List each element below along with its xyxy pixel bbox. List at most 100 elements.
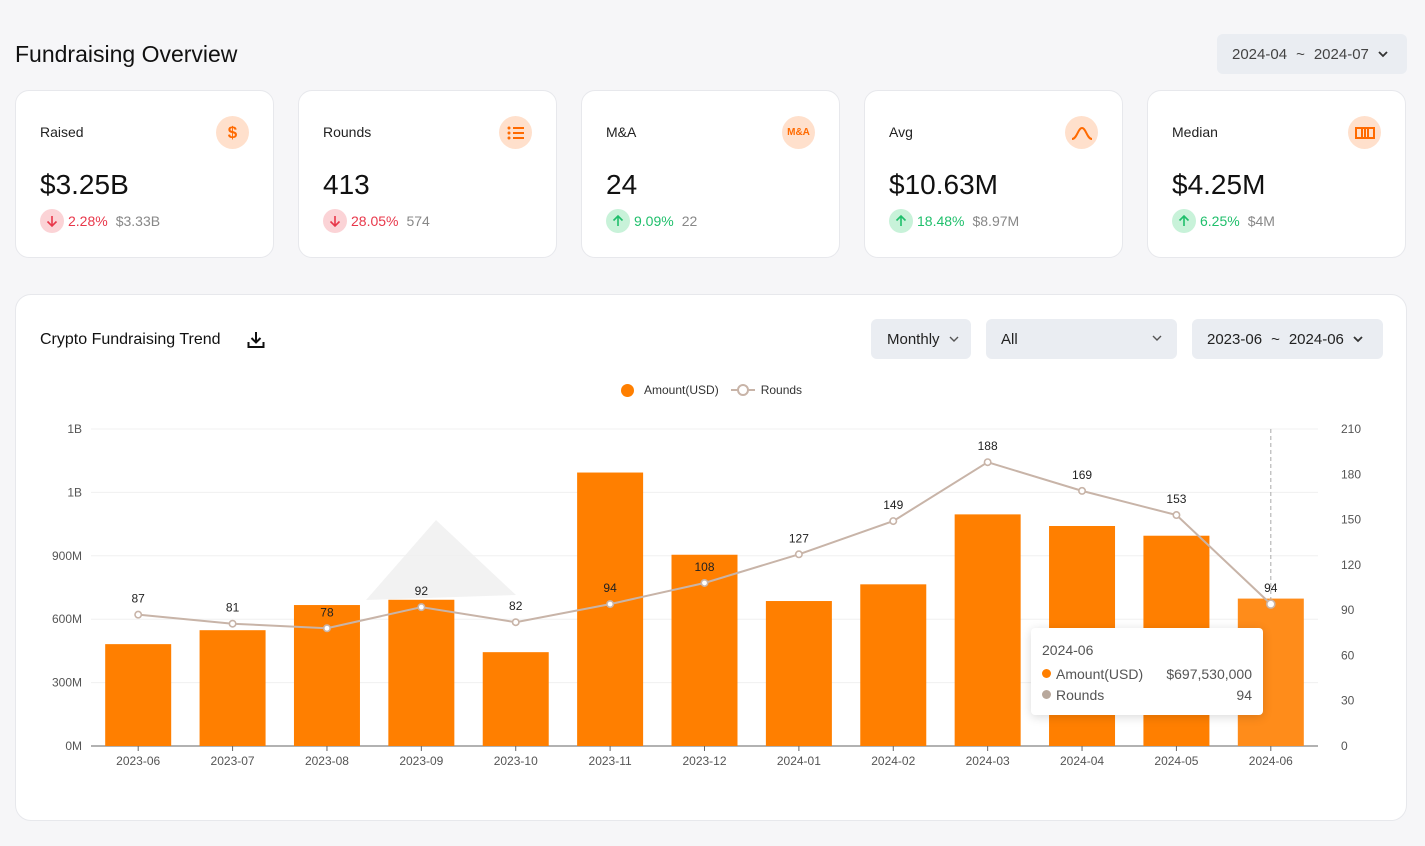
stat-value: 24 xyxy=(606,169,638,200)
data-label-rounds: 87 xyxy=(132,592,146,606)
stat-change: 28.05% 574 xyxy=(323,209,430,233)
data-label-rounds: 127 xyxy=(789,531,809,545)
chart-tooltip: 2024-06 Amount(USD) $697,530,000 Rounds … xyxy=(1031,628,1263,715)
x-tick-label: 2024-02 xyxy=(871,754,915,768)
y-left-tick-label: 0M xyxy=(65,739,82,753)
tooltip-title: 2024-06 xyxy=(1042,642,1094,658)
chevron-down-icon xyxy=(948,333,960,345)
point-rounds xyxy=(983,458,992,467)
data-label-rounds: 82 xyxy=(509,599,523,613)
x-tick-label: 2023-06 xyxy=(116,754,160,768)
bar-amount xyxy=(860,584,927,746)
y-left-tick-label: 1B xyxy=(67,422,82,436)
point-rounds xyxy=(1172,511,1181,520)
tooltip-label: Rounds xyxy=(1056,686,1105,703)
stat-change: 9.09% 22 xyxy=(606,209,697,233)
chevron-down-icon xyxy=(1352,333,1364,345)
stat-label: Avg xyxy=(889,124,913,140)
data-label-rounds: 188 xyxy=(978,439,998,453)
stat-value: $10.63M xyxy=(889,169,998,200)
date-end: 2024-07 xyxy=(1313,45,1369,63)
data-label-rounds: 108 xyxy=(694,560,714,574)
legend-item-amount[interactable]: Amount(USD) xyxy=(621,383,719,397)
stat-label: Median xyxy=(1172,124,1218,140)
stat-label: Raised xyxy=(40,124,84,140)
download-icon[interactable] xyxy=(246,330,266,350)
arrow-up-icon xyxy=(1172,209,1196,233)
stat-previous: $3.33B xyxy=(115,213,161,229)
x-tick-label: 2023-12 xyxy=(682,754,726,768)
data-label-rounds: 81 xyxy=(226,601,240,615)
legend-label-rounds: Rounds xyxy=(760,383,803,397)
trend-chart-card: 0M 300M 600M 900M 1B 1B 0 30 60 90 120 150 180 210 202… xyxy=(15,294,1407,821)
y-left-tick-label: 300M xyxy=(52,676,82,690)
stat-value: 413 xyxy=(323,169,370,200)
legend-label-amount: Amount(USD) xyxy=(644,383,719,397)
x-tick-label: 2024-04 xyxy=(1060,754,1104,768)
tooltip-row-amount: Amount(USD) $697,530,000 xyxy=(1042,663,1252,684)
tooltip-value: $697,530,000 xyxy=(1166,665,1252,682)
overview-date-range[interactable]: 2024-04 ~ 2024-07 xyxy=(1217,34,1407,74)
arrow-down-icon xyxy=(323,209,347,233)
point-rounds xyxy=(889,517,898,526)
stat-card-avg: Avg $10.63M 18.48% $8.97M xyxy=(864,90,1123,258)
x-tick-label: 2024-06 xyxy=(1249,754,1293,768)
legend-marker-amount xyxy=(621,383,634,397)
y-right-tick-label: 120 xyxy=(1341,558,1361,572)
legend-marker-rounds xyxy=(730,384,755,396)
point-rounds xyxy=(511,618,520,627)
x-tick-label: 2023-09 xyxy=(399,754,443,768)
x-tick-label: 2023-10 xyxy=(494,754,538,768)
stat-change-percent: 9.09% xyxy=(634,213,674,229)
stat-label: Rounds xyxy=(323,124,372,140)
stat-change: 6.25% $4M xyxy=(1172,209,1275,233)
point-rounds xyxy=(322,624,331,633)
y-left-tick-label: 900M xyxy=(52,549,82,563)
stat-previous: $8.97M xyxy=(972,213,1020,229)
y-left-tick-label: 1B xyxy=(67,485,82,499)
chevron-down-icon xyxy=(1151,331,1163,348)
stat-change-percent: 6.25% xyxy=(1200,213,1240,229)
stat-card-median: Median $4.25M 6.25% $4M xyxy=(1147,90,1406,258)
date-start: 2024-04 xyxy=(1232,45,1288,63)
data-label-rounds: 169 xyxy=(1072,468,1092,482)
stat-card-raised: Raised $ $3.25B 2.28% $3.33B xyxy=(15,90,274,258)
arrow-up-icon xyxy=(606,209,630,233)
point-rounds xyxy=(606,600,615,609)
data-label-rounds: 78 xyxy=(320,605,334,619)
y-right-tick-label: 30 xyxy=(1341,694,1355,708)
date-start: 2023-06 xyxy=(1207,330,1263,348)
bar-amount xyxy=(482,652,549,746)
mna-icon: M&A xyxy=(782,116,815,149)
x-tick-label: 2024-01 xyxy=(777,754,821,768)
bar-amount xyxy=(199,630,266,746)
date-separator: ~ xyxy=(1271,330,1280,348)
category-select[interactable]: All xyxy=(986,319,1177,359)
stat-value: $4.25M xyxy=(1172,169,1266,200)
date-separator: ~ xyxy=(1296,45,1305,63)
point-rounds xyxy=(794,550,803,559)
stat-change: 2.28% $3.33B xyxy=(40,209,160,233)
chevron-down-icon xyxy=(1377,48,1389,60)
tooltip-marker-rounds xyxy=(1042,690,1051,699)
point-rounds xyxy=(700,578,709,587)
stat-change-percent: 28.05% xyxy=(351,213,399,229)
y-right-tick-label: 60 xyxy=(1341,648,1355,662)
median-icon xyxy=(1348,116,1381,149)
stat-previous: 22 xyxy=(681,213,698,229)
mna-icon-text: M&A xyxy=(787,127,810,138)
data-label-rounds: 92 xyxy=(415,584,429,598)
list-icon xyxy=(499,116,532,149)
bar-amount xyxy=(954,514,1021,746)
trend-date-range[interactable]: 2023-06 ~ 2024-06 xyxy=(1192,319,1383,359)
point-rounds xyxy=(1266,599,1276,609)
data-label-rounds: 94 xyxy=(1264,581,1278,595)
stat-change-percent: 18.48% xyxy=(917,213,965,229)
y-right-tick-label: 210 xyxy=(1341,422,1361,436)
tooltip-value: 94 xyxy=(1236,686,1252,703)
point-rounds xyxy=(417,603,426,612)
tooltip-label: Amount(USD) xyxy=(1056,665,1144,682)
legend-item-rounds[interactable]: Rounds xyxy=(730,383,803,397)
period-select[interactable]: Monthly xyxy=(871,319,971,359)
bar-amount xyxy=(765,601,832,746)
